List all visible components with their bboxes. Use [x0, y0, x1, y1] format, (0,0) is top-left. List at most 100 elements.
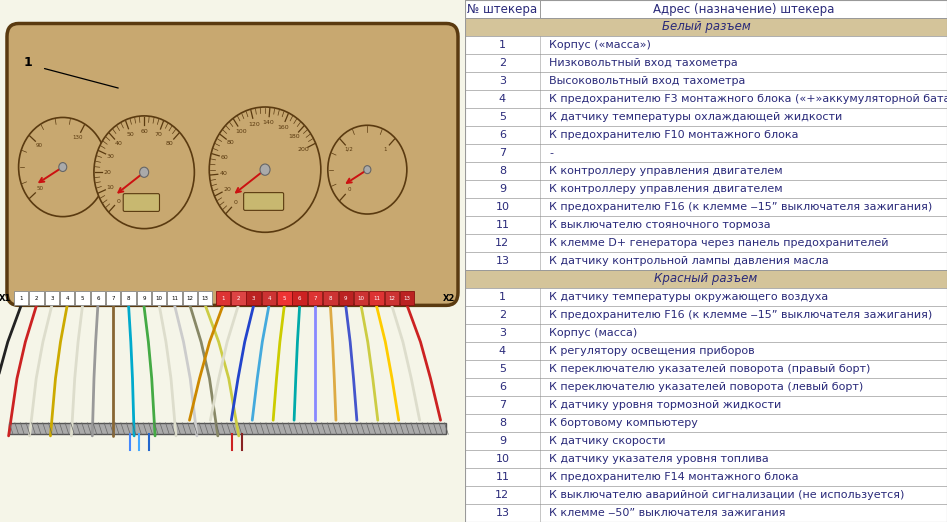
Text: 2: 2: [499, 310, 506, 320]
Text: 1/2: 1/2: [345, 147, 353, 152]
Text: К переключателю указателей поворота (левый борт): К переключателю указателей поворота (лев…: [549, 382, 864, 392]
Bar: [465, 108, 947, 126]
Text: 10: 10: [155, 295, 163, 301]
Text: 9: 9: [499, 436, 506, 446]
Text: 6: 6: [298, 295, 301, 301]
Text: 4: 4: [65, 295, 69, 301]
Text: К датчику температуры охлаждающей жидкости: К датчику температуры охлаждающей жидкос…: [549, 112, 843, 122]
Text: 20: 20: [104, 170, 112, 175]
Text: 8: 8: [499, 166, 506, 176]
Circle shape: [94, 116, 194, 229]
FancyBboxPatch shape: [168, 291, 182, 305]
Text: 180: 180: [289, 134, 300, 139]
Text: 40: 40: [115, 141, 122, 146]
FancyBboxPatch shape: [106, 291, 120, 305]
Text: 60: 60: [140, 129, 148, 134]
Text: 4: 4: [499, 346, 506, 356]
Text: К клемме ‒50” выключателя зажигания: К клемме ‒50” выключателя зажигания: [549, 508, 786, 518]
Text: 4: 4: [499, 94, 506, 104]
Text: 12: 12: [388, 295, 395, 301]
Text: 3: 3: [499, 328, 506, 338]
Text: 80: 80: [166, 141, 173, 146]
Text: 13: 13: [495, 256, 509, 266]
Circle shape: [209, 107, 321, 232]
Text: 80: 80: [227, 140, 235, 145]
FancyBboxPatch shape: [293, 291, 307, 305]
Text: 3: 3: [50, 295, 54, 301]
Text: К датчику уровня тормозной жидкости: К датчику уровня тормозной жидкости: [549, 400, 781, 410]
FancyBboxPatch shape: [60, 291, 75, 305]
Text: Низковольтный вход тахометра: Низковольтный вход тахометра: [549, 58, 738, 68]
Text: 10: 10: [107, 185, 115, 190]
Text: Белый разъем: Белый разъем: [662, 20, 750, 33]
Bar: [465, 378, 947, 396]
Text: К предохранителю F10 монтажного блока: К предохранителю F10 монтажного блока: [549, 130, 799, 140]
Text: 12: 12: [495, 238, 509, 248]
Text: 12: 12: [495, 490, 509, 500]
Text: 2: 2: [499, 58, 506, 68]
Text: К предохранителю F14 монтажного блока: К предохранителю F14 монтажного блока: [549, 472, 799, 482]
Bar: [465, 504, 947, 522]
Circle shape: [328, 125, 407, 214]
FancyBboxPatch shape: [216, 291, 230, 305]
Text: К датчику температуры окружающего воздуха: К датчику температуры окружающего воздух…: [549, 292, 829, 302]
Text: -: -: [549, 148, 553, 158]
Circle shape: [59, 162, 66, 172]
Text: 11: 11: [495, 220, 509, 230]
Bar: [465, 450, 947, 468]
Bar: [465, 414, 947, 432]
Text: 7: 7: [313, 295, 317, 301]
Text: 20: 20: [223, 187, 231, 192]
Text: К датчику контрольной лампы давления масла: К датчику контрольной лампы давления мас…: [549, 256, 829, 266]
Text: 5: 5: [80, 295, 84, 301]
Text: 9: 9: [499, 184, 506, 194]
Text: К выключателю аварийной сигнализации (не используется): К выключателю аварийной сигнализации (не…: [549, 490, 904, 500]
Text: 11: 11: [373, 295, 380, 301]
Text: 5: 5: [499, 112, 506, 122]
Text: 10: 10: [495, 202, 509, 212]
FancyBboxPatch shape: [76, 291, 90, 305]
FancyBboxPatch shape: [231, 291, 245, 305]
Text: К клемме D+ генератора через панель предохранителей: К клемме D+ генератора через панель пред…: [549, 238, 889, 248]
Circle shape: [260, 164, 270, 175]
FancyBboxPatch shape: [14, 291, 28, 305]
Text: 0: 0: [234, 200, 238, 205]
Text: 40: 40: [220, 171, 227, 176]
Text: 10: 10: [358, 295, 365, 301]
Text: 90: 90: [36, 143, 44, 148]
FancyBboxPatch shape: [261, 291, 277, 305]
Circle shape: [364, 165, 371, 174]
Bar: [465, 18, 947, 36]
Bar: [465, 486, 947, 504]
Text: 1: 1: [384, 147, 387, 152]
Text: К датчику указателя уровня топлива: К датчику указателя уровня топлива: [549, 454, 769, 464]
Bar: [465, 306, 947, 324]
Text: 10: 10: [495, 454, 509, 464]
Circle shape: [139, 167, 149, 177]
FancyBboxPatch shape: [9, 423, 446, 434]
Bar: [465, 72, 947, 90]
Text: 9: 9: [142, 295, 146, 301]
Text: 2: 2: [237, 295, 240, 301]
Bar: [465, 468, 947, 486]
Text: 50: 50: [36, 186, 44, 192]
Text: Красный разъем: Красный разъем: [654, 272, 758, 286]
Text: Корпус («масса»): Корпус («масса»): [549, 40, 652, 50]
FancyBboxPatch shape: [354, 291, 368, 305]
Bar: [465, 162, 947, 180]
Text: 13: 13: [495, 508, 509, 518]
Text: 6: 6: [499, 382, 506, 392]
Text: 30: 30: [107, 154, 115, 159]
Bar: [465, 0, 947, 18]
FancyBboxPatch shape: [323, 291, 337, 305]
Text: 6: 6: [97, 295, 99, 301]
Bar: [465, 288, 947, 306]
Text: 7: 7: [499, 148, 506, 158]
Text: 100: 100: [235, 128, 247, 134]
Text: 130: 130: [73, 135, 83, 140]
Text: 0: 0: [348, 187, 351, 193]
Text: К предохранителю F16 (к клемме ‒15” выключателя зажигания): К предохранителю F16 (к клемме ‒15” выкл…: [549, 202, 933, 212]
Text: 60: 60: [221, 155, 228, 160]
FancyBboxPatch shape: [384, 291, 399, 305]
Text: 0: 0: [116, 198, 120, 204]
